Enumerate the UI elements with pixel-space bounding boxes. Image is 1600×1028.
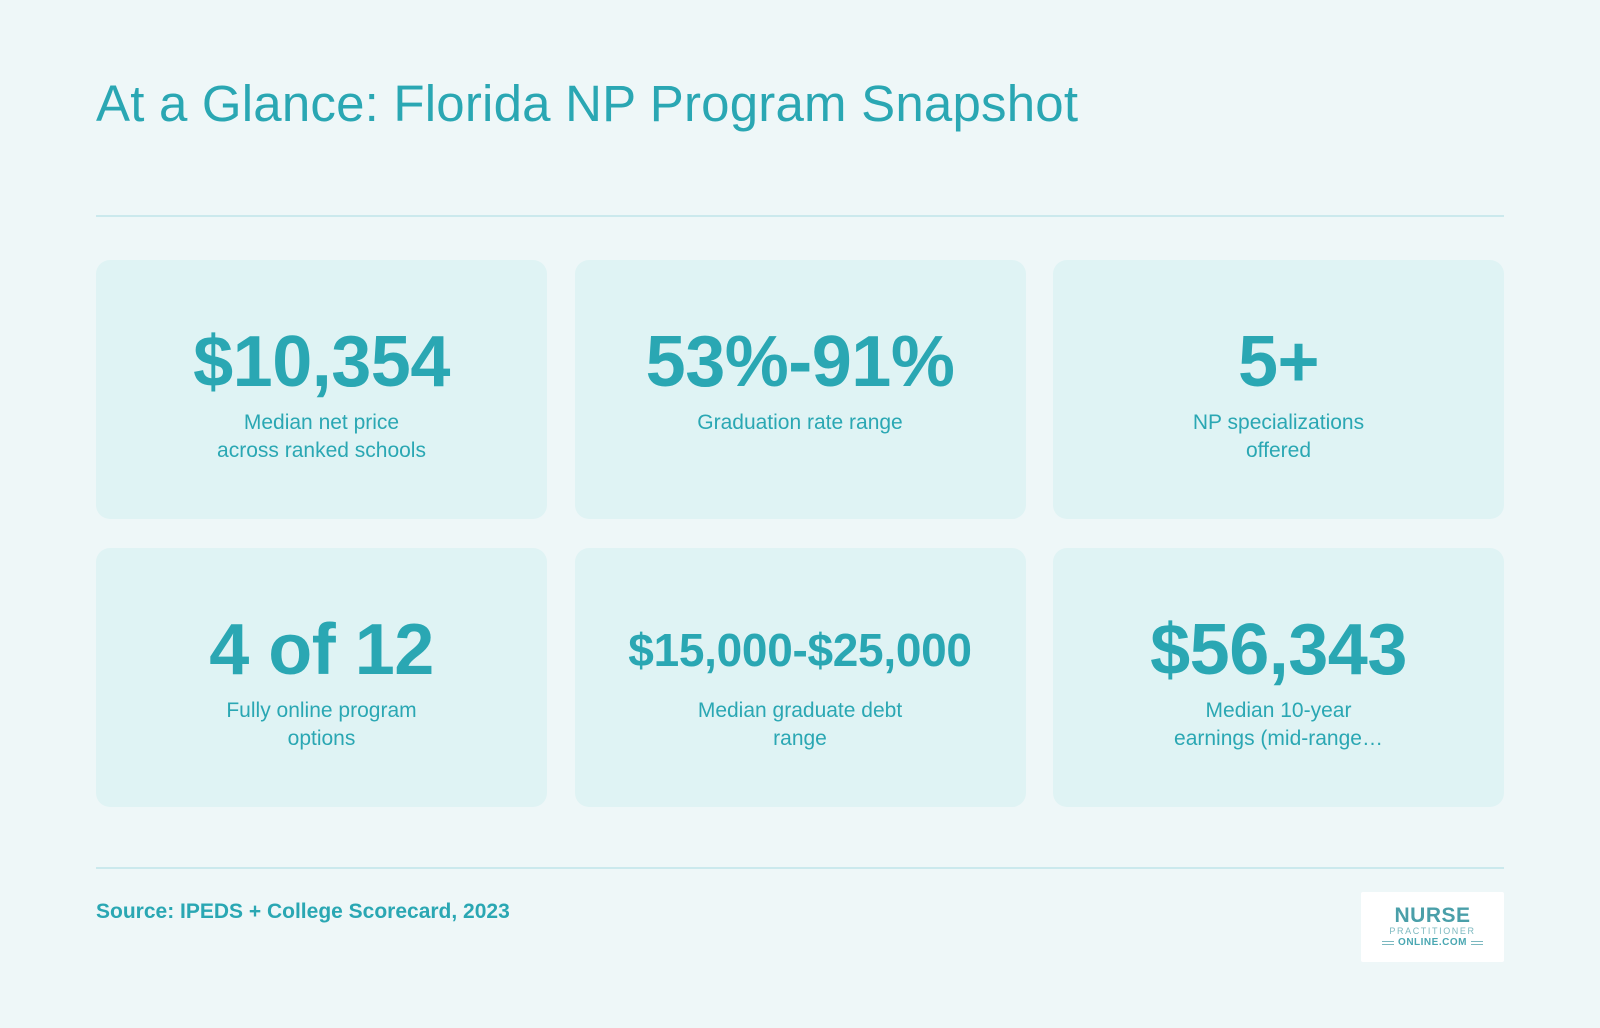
- logo-dash-icon: [1470, 940, 1483, 945]
- source-note: Source: IPEDS + College Scorecard, 2023: [96, 900, 510, 923]
- stat-card-online-programs: 4 of 12 Fully online program options: [96, 548, 547, 807]
- stat-card-median-net-price: $10,354 Median net price across ranked s…: [96, 260, 547, 519]
- stat-label-line: Median net price: [243, 411, 400, 434]
- top-divider: [96, 215, 1504, 217]
- stat-label-line: Fully online program: [226, 699, 417, 722]
- stat-value: $10,354: [193, 322, 450, 402]
- stat-value: 5+: [1237, 322, 1320, 402]
- stat-value: $56,343: [1150, 610, 1407, 690]
- stat-label: Fully online program options: [207, 697, 437, 753]
- logo-text-nurse: NURSE: [1394, 903, 1471, 927]
- stat-label: Median graduate debt range: [685, 697, 915, 753]
- stat-label: NP specializations offered: [1164, 409, 1394, 465]
- stat-value: 53%-91%: [645, 322, 955, 402]
- stat-value: 4 of 12: [209, 610, 434, 690]
- brand-logo: NURSE PRACTITIONER ONLINE.COM: [1361, 892, 1504, 962]
- stat-label-line: Median 10-year: [1205, 699, 1352, 722]
- stat-label-line: Graduation rate range: [697, 411, 903, 434]
- stat-card-graduate-debt: $15,000-$25,000 Median graduate debt ran…: [574, 548, 1026, 807]
- stat-label-line: across ranked schools: [217, 439, 426, 462]
- stat-label-line: Median graduate debt: [697, 699, 903, 722]
- stat-card-earnings: $56,343 Median 10-year earnings (mid-ran…: [1053, 548, 1504, 807]
- stats-grid: $10,354 Median net price across ranked s…: [96, 260, 1504, 807]
- stat-label: Graduation rate range: [685, 409, 915, 437]
- stat-value: $15,000-$25,000: [628, 624, 972, 676]
- page-title: At a Glance: Florida NP Program Snapshot: [96, 75, 1079, 132]
- stat-label: Median net price across ranked schools: [207, 409, 437, 465]
- stat-label-line: NP specializations: [1192, 411, 1365, 434]
- stat-card-specializations: 5+ NP specializations offered: [1053, 260, 1504, 519]
- stat-label-line: offered: [1246, 439, 1311, 462]
- logo-text-practitioner: PRACTITIONER: [1389, 925, 1476, 936]
- stat-label: Median 10-year earnings (mid-range…: [1164, 697, 1394, 753]
- logo-text-online: ONLINE.COM: [1398, 936, 1467, 948]
- logo-dash-icon: [1382, 940, 1395, 945]
- stat-label-line: earnings (mid-range…: [1174, 727, 1383, 750]
- bottom-divider: [96, 867, 1504, 869]
- stat-label-line: options: [287, 727, 356, 750]
- stat-label-line: range: [773, 727, 827, 750]
- stat-card-graduation-rate: 53%-91% Graduation rate range: [574, 260, 1026, 519]
- logo-tagline: ONLINE.COM: [1382, 937, 1483, 949]
